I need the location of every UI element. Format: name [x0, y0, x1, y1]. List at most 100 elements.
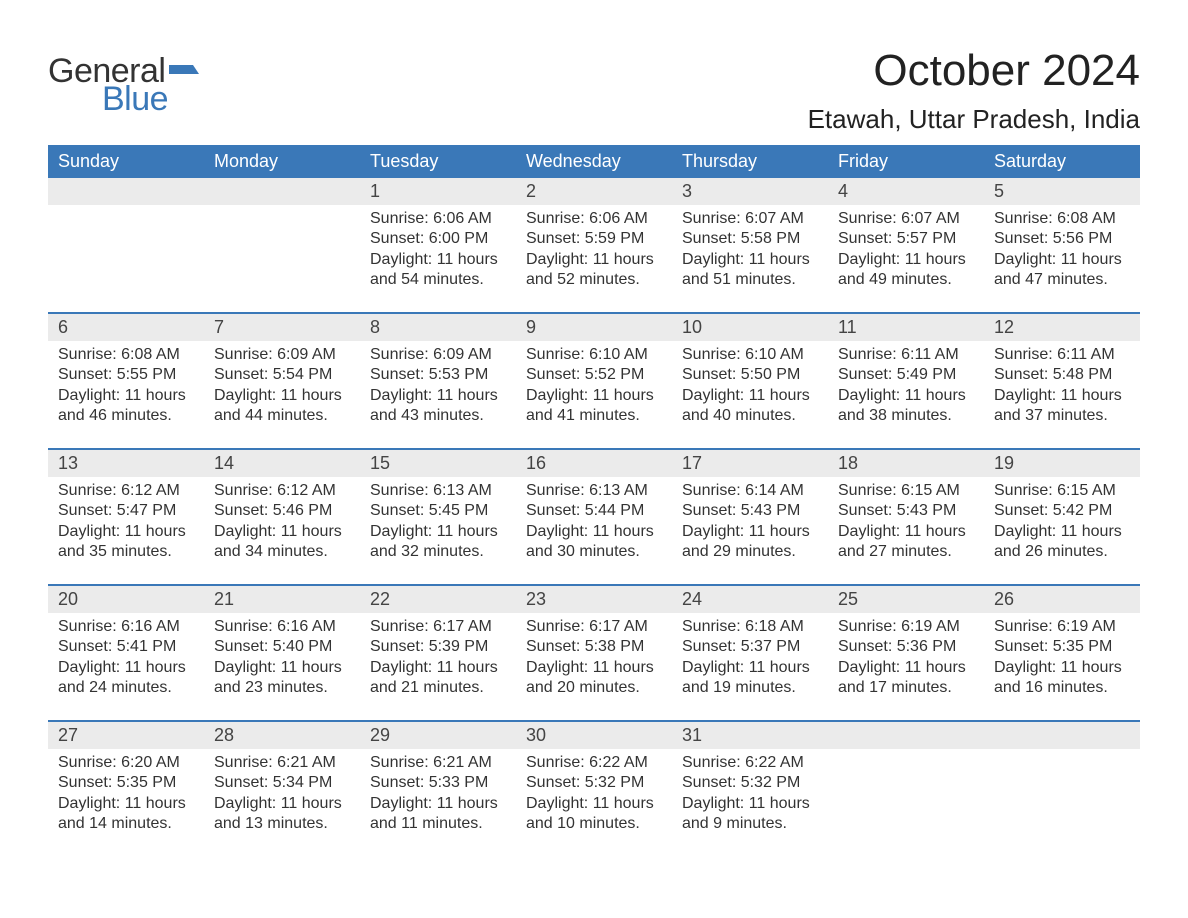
- day-details: Sunrise: 6:21 AMSunset: 5:34 PMDaylight:…: [204, 749, 360, 835]
- day-details: Sunrise: 6:08 AMSunset: 5:55 PMDaylight:…: [48, 341, 204, 427]
- sunrise-line: Sunrise: 6:14 AM: [682, 481, 818, 501]
- brand-logo: General Blue: [48, 30, 199, 116]
- day-details: Sunrise: 6:15 AMSunset: 5:43 PMDaylight:…: [828, 477, 984, 563]
- sunset-line: Sunset: 5:49 PM: [838, 365, 974, 385]
- sunrise-line: Sunrise: 6:12 AM: [214, 481, 350, 501]
- sunrise-line: Sunrise: 6:13 AM: [370, 481, 506, 501]
- daylight-line: Daylight: 11 hours and 52 minutes.: [526, 250, 662, 291]
- title-block: October 2024 Etawah, Uttar Pradesh, Indi…: [808, 30, 1140, 135]
- day-number: 28: [204, 722, 360, 749]
- sunset-line: Sunset: 5:59 PM: [526, 229, 662, 249]
- day-number: 26: [984, 586, 1140, 613]
- daylight-line: Daylight: 11 hours and 16 minutes.: [994, 658, 1130, 699]
- sunrise-line: Sunrise: 6:17 AM: [526, 617, 662, 637]
- calendar-day-cell: 1Sunrise: 6:06 AMSunset: 6:00 PMDaylight…: [360, 178, 516, 312]
- sunrise-line: Sunrise: 6:06 AM: [526, 209, 662, 229]
- day-details: Sunrise: 6:22 AMSunset: 5:32 PMDaylight:…: [672, 749, 828, 835]
- day-details: Sunrise: 6:10 AMSunset: 5:52 PMDaylight:…: [516, 341, 672, 427]
- day-number: 25: [828, 586, 984, 613]
- day-details: Sunrise: 6:12 AMSunset: 5:47 PMDaylight:…: [48, 477, 204, 563]
- calendar-day-cell: 7Sunrise: 6:09 AMSunset: 5:54 PMDaylight…: [204, 314, 360, 448]
- day-number: 7: [204, 314, 360, 341]
- sunrise-line: Sunrise: 6:16 AM: [58, 617, 194, 637]
- sunrise-line: Sunrise: 6:17 AM: [370, 617, 506, 637]
- calendar-day-cell: 13Sunrise: 6:12 AMSunset: 5:47 PMDayligh…: [48, 450, 204, 584]
- calendar-day-cell: 23Sunrise: 6:17 AMSunset: 5:38 PMDayligh…: [516, 586, 672, 720]
- sunrise-line: Sunrise: 6:10 AM: [526, 345, 662, 365]
- brand-text-blue: Blue: [102, 82, 199, 116]
- sunrise-line: Sunrise: 6:08 AM: [994, 209, 1130, 229]
- daylight-line: Daylight: 11 hours and 47 minutes.: [994, 250, 1130, 291]
- sunset-line: Sunset: 5:40 PM: [214, 637, 350, 657]
- sunset-line: Sunset: 5:43 PM: [682, 501, 818, 521]
- day-number: 10: [672, 314, 828, 341]
- weekday-header: Sunday: [48, 145, 204, 178]
- sunset-line: Sunset: 5:55 PM: [58, 365, 194, 385]
- day-number: 14: [204, 450, 360, 477]
- calendar-day-cell: [984, 722, 1140, 856]
- daylight-line: Daylight: 11 hours and 46 minutes.: [58, 386, 194, 427]
- day-details: Sunrise: 6:22 AMSunset: 5:32 PMDaylight:…: [516, 749, 672, 835]
- sunset-line: Sunset: 5:52 PM: [526, 365, 662, 385]
- day-details: Sunrise: 6:13 AMSunset: 5:44 PMDaylight:…: [516, 477, 672, 563]
- calendar: SundayMondayTuesdayWednesdayThursdayFrid…: [48, 145, 1140, 856]
- daylight-line: Daylight: 11 hours and 11 minutes.: [370, 794, 506, 835]
- daylight-line: Daylight: 11 hours and 49 minutes.: [838, 250, 974, 291]
- calendar-day-cell: 10Sunrise: 6:10 AMSunset: 5:50 PMDayligh…: [672, 314, 828, 448]
- weekday-header: Wednesday: [516, 145, 672, 178]
- sunset-line: Sunset: 5:43 PM: [838, 501, 974, 521]
- daylight-line: Daylight: 11 hours and 27 minutes.: [838, 522, 974, 563]
- calendar-day-cell: 24Sunrise: 6:18 AMSunset: 5:37 PMDayligh…: [672, 586, 828, 720]
- day-details: Sunrise: 6:16 AMSunset: 5:41 PMDaylight:…: [48, 613, 204, 699]
- daylight-line: Daylight: 11 hours and 13 minutes.: [214, 794, 350, 835]
- sunset-line: Sunset: 5:37 PM: [682, 637, 818, 657]
- sunset-line: Sunset: 6:00 PM: [370, 229, 506, 249]
- daylight-line: Daylight: 11 hours and 32 minutes.: [370, 522, 506, 563]
- calendar-day-cell: [828, 722, 984, 856]
- sunrise-line: Sunrise: 6:07 AM: [682, 209, 818, 229]
- sunset-line: Sunset: 5:46 PM: [214, 501, 350, 521]
- day-number: 20: [48, 586, 204, 613]
- calendar-day-cell: 9Sunrise: 6:10 AMSunset: 5:52 PMDaylight…: [516, 314, 672, 448]
- day-details: Sunrise: 6:21 AMSunset: 5:33 PMDaylight:…: [360, 749, 516, 835]
- daylight-line: Daylight: 11 hours and 37 minutes.: [994, 386, 1130, 427]
- calendar-day-cell: 11Sunrise: 6:11 AMSunset: 5:49 PMDayligh…: [828, 314, 984, 448]
- calendar-day-cell: 15Sunrise: 6:13 AMSunset: 5:45 PMDayligh…: [360, 450, 516, 584]
- calendar-day-cell: 12Sunrise: 6:11 AMSunset: 5:48 PMDayligh…: [984, 314, 1140, 448]
- daylight-line: Daylight: 11 hours and 17 minutes.: [838, 658, 974, 699]
- sunrise-line: Sunrise: 6:19 AM: [838, 617, 974, 637]
- day-number: 2: [516, 178, 672, 205]
- daylight-line: Daylight: 11 hours and 9 minutes.: [682, 794, 818, 835]
- calendar-day-cell: 25Sunrise: 6:19 AMSunset: 5:36 PMDayligh…: [828, 586, 984, 720]
- calendar-day-cell: [48, 178, 204, 312]
- day-number: 3: [672, 178, 828, 205]
- day-details: Sunrise: 6:11 AMSunset: 5:48 PMDaylight:…: [984, 341, 1140, 427]
- sunrise-line: Sunrise: 6:21 AM: [370, 753, 506, 773]
- daylight-line: Daylight: 11 hours and 51 minutes.: [682, 250, 818, 291]
- day-number: 13: [48, 450, 204, 477]
- day-details: Sunrise: 6:07 AMSunset: 5:58 PMDaylight:…: [672, 205, 828, 291]
- calendar-day-cell: 22Sunrise: 6:17 AMSunset: 5:39 PMDayligh…: [360, 586, 516, 720]
- calendar-day-cell: 19Sunrise: 6:15 AMSunset: 5:42 PMDayligh…: [984, 450, 1140, 584]
- day-details: Sunrise: 6:19 AMSunset: 5:35 PMDaylight:…: [984, 613, 1140, 699]
- daylight-line: Daylight: 11 hours and 54 minutes.: [370, 250, 506, 291]
- calendar-week-row: 1Sunrise: 6:06 AMSunset: 6:00 PMDaylight…: [48, 178, 1140, 312]
- calendar-week-row: 13Sunrise: 6:12 AMSunset: 5:47 PMDayligh…: [48, 448, 1140, 584]
- sunset-line: Sunset: 5:45 PM: [370, 501, 506, 521]
- daylight-line: Daylight: 11 hours and 20 minutes.: [526, 658, 662, 699]
- weekday-header: Monday: [204, 145, 360, 178]
- weekday-header: Saturday: [984, 145, 1140, 178]
- header: General Blue October 2024 Etawah, Uttar …: [48, 30, 1140, 135]
- day-number: 9: [516, 314, 672, 341]
- calendar-day-cell: 30Sunrise: 6:22 AMSunset: 5:32 PMDayligh…: [516, 722, 672, 856]
- calendar-day-cell: 5Sunrise: 6:08 AMSunset: 5:56 PMDaylight…: [984, 178, 1140, 312]
- sunrise-line: Sunrise: 6:08 AM: [58, 345, 194, 365]
- day-number: 21: [204, 586, 360, 613]
- sunrise-line: Sunrise: 6:16 AM: [214, 617, 350, 637]
- calendar-day-cell: 21Sunrise: 6:16 AMSunset: 5:40 PMDayligh…: [204, 586, 360, 720]
- day-details: Sunrise: 6:08 AMSunset: 5:56 PMDaylight:…: [984, 205, 1140, 291]
- sunset-line: Sunset: 5:48 PM: [994, 365, 1130, 385]
- location-subtitle: Etawah, Uttar Pradesh, India: [808, 104, 1140, 135]
- calendar-day-cell: 18Sunrise: 6:15 AMSunset: 5:43 PMDayligh…: [828, 450, 984, 584]
- day-details: Sunrise: 6:06 AMSunset: 6:00 PMDaylight:…: [360, 205, 516, 291]
